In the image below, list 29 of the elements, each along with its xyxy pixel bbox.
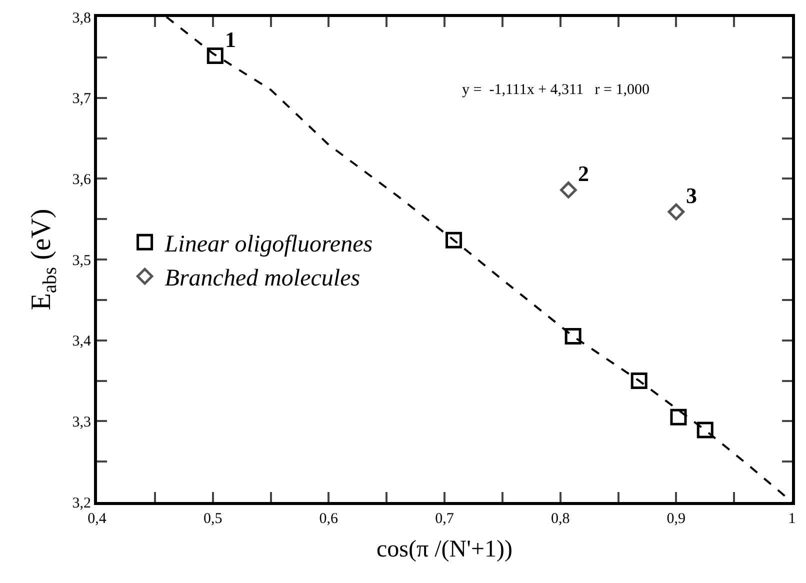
x-tick-label: 0,7: [435, 511, 454, 527]
x-tick-label: 0,8: [550, 511, 570, 527]
y-tick-label: 3,8: [72, 10, 91, 26]
annotation: 3: [686, 183, 697, 208]
point: [670, 408, 687, 426]
y-tick-label: 3,7: [72, 91, 92, 108]
annotation: y = -1,111x + 4,311 r = 1,000: [462, 82, 650, 98]
y-tick-label: 3,6: [72, 172, 92, 188]
point: [696, 422, 714, 438]
legend-label: Linear oligofluorenes: [164, 231, 373, 258]
x-tick-label: 0,4: [88, 511, 107, 527]
y-tick-label: 3,3: [72, 414, 91, 430]
y-tick-label: 3,2: [72, 495, 91, 512]
x-tick-label: 1: [788, 511, 796, 527]
x-tick-label: 0,5: [203, 511, 222, 527]
x-tick-label: 0,9: [666, 511, 686, 527]
x-tick-label: 0,6: [319, 511, 339, 527]
point: [560, 182, 577, 198]
point: [564, 328, 582, 345]
y-tick-label: 3,4: [72, 334, 92, 350]
y-tick-label: 3,5: [72, 252, 91, 269]
point: [668, 203, 685, 220]
legend-label: Branched molecules: [164, 266, 360, 292]
point: [446, 232, 462, 248]
point: [630, 372, 648, 389]
x-axis-title: cos(π /(N'+1)): [376, 536, 512, 562]
annotation: 2: [578, 161, 589, 186]
annotation: 1: [225, 27, 236, 52]
point: [206, 48, 224, 64]
